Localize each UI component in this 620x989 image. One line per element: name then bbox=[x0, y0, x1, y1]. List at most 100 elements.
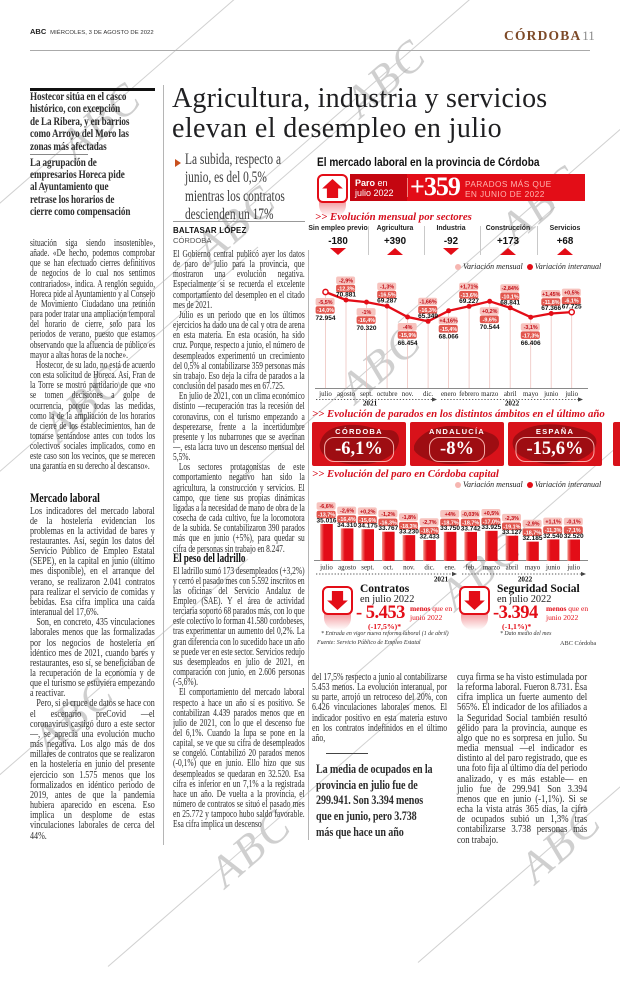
svg-text:32.433: 32.433 bbox=[420, 533, 440, 540]
svg-text:-16,4%: -16,4% bbox=[358, 318, 375, 324]
svg-text:2021: 2021 bbox=[434, 576, 449, 584]
svg-text:sept.: sept. bbox=[360, 391, 373, 398]
svg-text:-2,6%: -2,6% bbox=[340, 509, 354, 515]
svg-text:-6,1%: -6,1% bbox=[565, 299, 579, 305]
svg-text:67.725: 67.725 bbox=[562, 304, 582, 311]
svg-text:-2,7%: -2,7% bbox=[422, 520, 436, 526]
svg-text:-1%: -1% bbox=[362, 310, 372, 316]
svg-text:-10,1%: -10,1% bbox=[502, 294, 519, 300]
svg-text:nov.: nov. bbox=[402, 391, 414, 398]
svg-text:33.742: 33.742 bbox=[461, 525, 481, 532]
svg-text:+4,16%: +4,16% bbox=[439, 319, 458, 325]
svg-text:-18,7%: -18,7% bbox=[442, 521, 459, 527]
svg-text:68.841: 68.841 bbox=[500, 299, 520, 306]
svg-text:34.310: 34.310 bbox=[337, 522, 357, 529]
svg-text:69.287: 69.287 bbox=[377, 298, 397, 305]
svg-text:66.454: 66.454 bbox=[398, 340, 418, 347]
svg-text:-5,5%: -5,5% bbox=[318, 300, 332, 306]
svg-text:-14,0%: -14,0% bbox=[317, 308, 334, 314]
svg-text:enero: enero bbox=[441, 391, 457, 398]
svg-text:+0,2%: +0,2% bbox=[482, 309, 498, 315]
svg-text:+4%: +4% bbox=[445, 512, 456, 518]
svg-text:-1,3%: -1,3% bbox=[380, 285, 394, 291]
svg-text:julio: julio bbox=[319, 565, 333, 572]
svg-text:agosto: agosto bbox=[337, 391, 356, 398]
svg-text:feb.: feb. bbox=[465, 565, 476, 572]
svg-text:abril: abril bbox=[506, 565, 519, 572]
svg-text:-2,9%: -2,9% bbox=[339, 278, 353, 284]
svg-text:-1,66%: -1,66% bbox=[420, 300, 437, 306]
svg-text:-0,03%: -0,03% bbox=[462, 512, 479, 518]
svg-text:julio: julio bbox=[566, 565, 580, 572]
svg-text:abril: abril bbox=[504, 391, 517, 398]
svg-text:-3,1%: -3,1% bbox=[524, 325, 538, 331]
svg-text:ene.: ene. bbox=[444, 565, 456, 572]
svg-text:32.520: 32.520 bbox=[564, 533, 584, 540]
svg-text:-1,2%: -1,2% bbox=[381, 512, 395, 518]
svg-text:33.925: 33.925 bbox=[481, 524, 501, 531]
svg-text:2021: 2021 bbox=[363, 400, 378, 408]
svg-text:-18,3%: -18,3% bbox=[400, 524, 417, 530]
svg-text:nov.: nov. bbox=[403, 565, 415, 572]
svg-text:67.366: 67.366 bbox=[541, 305, 561, 312]
svg-text:2022: 2022 bbox=[518, 576, 533, 584]
svg-text:-6,6%: -6,6% bbox=[319, 504, 333, 510]
svg-text:-15,6%: -15,6% bbox=[359, 518, 376, 524]
svg-text:dic.: dic. bbox=[423, 391, 433, 398]
svg-text:33.750: 33.750 bbox=[440, 525, 460, 532]
svg-text:-2,84%: -2,84% bbox=[502, 286, 519, 292]
svg-text:-9,6%: -9,6% bbox=[483, 317, 497, 323]
svg-text:-15,9%: -15,9% bbox=[399, 333, 416, 339]
svg-text:-16,3%: -16,3% bbox=[380, 520, 397, 526]
svg-text:-2,9%: -2,9% bbox=[525, 522, 539, 528]
svg-text:-16,3%: -16,3% bbox=[420, 308, 437, 314]
svg-text:octubre: octubre bbox=[377, 391, 398, 398]
svg-text:oct.: oct. bbox=[383, 565, 393, 572]
svg-text:marzo: marzo bbox=[483, 565, 501, 572]
svg-text:-13,6%: -13,6% bbox=[461, 293, 478, 299]
svg-text:-17,0%: -17,0% bbox=[483, 520, 500, 526]
svg-text:35.016: 35.016 bbox=[317, 517, 337, 524]
svg-text:33.127: 33.127 bbox=[502, 529, 522, 536]
svg-text:70.881: 70.881 bbox=[336, 292, 356, 299]
svg-text:julio: julio bbox=[318, 391, 332, 398]
svg-text:32.185: 32.185 bbox=[523, 535, 543, 542]
svg-text:32.540: 32.540 bbox=[543, 533, 563, 540]
svg-text:mayo: mayo bbox=[523, 391, 539, 398]
svg-text:+0,5%: +0,5% bbox=[484, 511, 500, 517]
svg-text:junio: junio bbox=[545, 565, 561, 572]
svg-text:34.175: 34.175 bbox=[358, 523, 378, 530]
svg-text:agosto: agosto bbox=[338, 565, 357, 572]
svg-text:-12,3%: -12,3% bbox=[337, 287, 354, 293]
svg-text:-18,7%: -18,7% bbox=[462, 521, 479, 527]
svg-text:-0,1%: -0,1% bbox=[567, 520, 581, 526]
svg-text:marzo: marzo bbox=[481, 391, 499, 398]
svg-text:-15,4%: -15,4% bbox=[440, 327, 457, 333]
svg-text:-11,8%: -11,8% bbox=[543, 300, 560, 306]
svg-text:-19,1%: -19,1% bbox=[503, 524, 520, 530]
svg-text:+1,45%: +1,45% bbox=[542, 292, 561, 298]
svg-text:junio: junio bbox=[543, 391, 559, 398]
svg-text:mayo: mayo bbox=[525, 565, 541, 572]
svg-text:julio: julio bbox=[564, 391, 578, 398]
svg-text:sept.: sept. bbox=[361, 565, 374, 572]
svg-text:70.320: 70.320 bbox=[357, 325, 377, 332]
svg-text:2022: 2022 bbox=[505, 400, 520, 408]
svg-text:-4%: -4% bbox=[403, 325, 413, 331]
svg-text:70.544: 70.544 bbox=[480, 324, 500, 331]
svg-text:-2,3%: -2,3% bbox=[505, 516, 519, 522]
svg-text:-11,3%: -11,3% bbox=[545, 528, 562, 534]
svg-text:66.406: 66.406 bbox=[521, 340, 541, 347]
svg-text:-18,7%: -18,7% bbox=[524, 530, 541, 536]
svg-text:+1,1%: +1,1% bbox=[545, 520, 561, 526]
svg-text:-18,7%: -18,7% bbox=[421, 529, 438, 535]
svg-text:+0,5%: +0,5% bbox=[564, 291, 580, 297]
svg-text:dic.: dic. bbox=[424, 565, 434, 572]
svg-text:-16,4%: -16,4% bbox=[339, 517, 356, 523]
svg-text:-17,3%: -17,3% bbox=[522, 333, 539, 339]
svg-text:65.349: 65.349 bbox=[418, 313, 438, 320]
svg-text:febrero: febrero bbox=[459, 391, 479, 398]
svg-text:33.767: 33.767 bbox=[378, 525, 398, 532]
svg-text:69.227: 69.227 bbox=[459, 298, 479, 305]
svg-text:+0,2%: +0,2% bbox=[360, 509, 376, 515]
